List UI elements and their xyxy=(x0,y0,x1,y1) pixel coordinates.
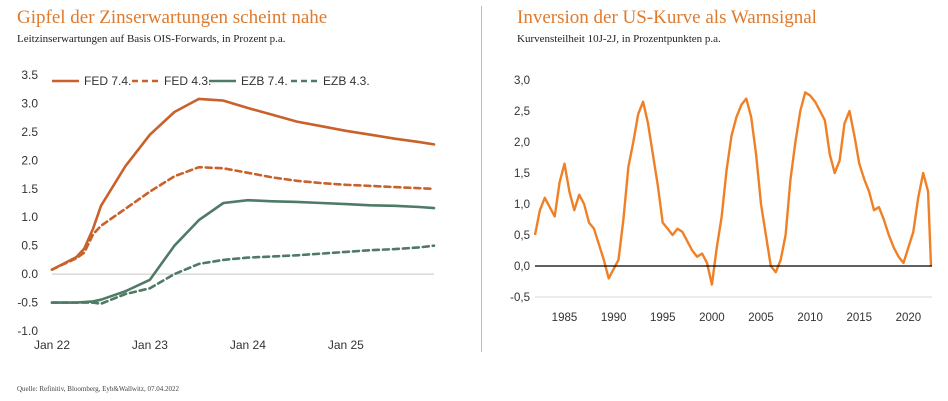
y-tick-label: 3.0 xyxy=(21,96,38,110)
x-tick-label: 2015 xyxy=(846,312,872,324)
series-line xyxy=(50,165,436,271)
y-tick-label: 0.5 xyxy=(21,239,38,253)
x-tick-label: 1990 xyxy=(601,312,627,324)
y-tick-label: -0,5 xyxy=(510,292,530,304)
y-tick-label: 3.5 xyxy=(21,68,38,82)
y-tick-label: 3,0 xyxy=(514,75,530,87)
legend-label: FED 7.4. xyxy=(84,74,131,88)
source-note: Quelle: Refinitiv, Bloomberg, Eyb&Wallwi… xyxy=(17,385,179,393)
x-tick-label: 2000 xyxy=(699,312,725,324)
series-line xyxy=(533,91,933,286)
right-chart-subtitle: Kurvensteilheit 10J-2J, in Prozentpunkte… xyxy=(517,33,721,45)
x-tick-label: 2020 xyxy=(896,312,922,324)
x-tick-label: 1985 xyxy=(552,312,578,324)
x-tick-label: 2010 xyxy=(797,312,823,324)
legend-label: FED 4.3. xyxy=(164,74,211,88)
left-chart-subtitle: Leitzinserwartungen auf Basis OIS-Forwar… xyxy=(17,33,286,45)
right-chart-title: Inversion der US-Kurve als Warnsignal xyxy=(517,7,817,28)
x-tick-label: Jan 23 xyxy=(132,338,168,352)
y-tick-label: 2.5 xyxy=(21,125,38,139)
x-tick-label: 1995 xyxy=(650,312,676,324)
x-tick-label: Jan 25 xyxy=(328,338,364,352)
x-tick-label: Jan 22 xyxy=(34,338,70,352)
panel-divider xyxy=(481,6,482,352)
y-tick-label: 0.0 xyxy=(21,267,38,281)
y-tick-label: 1.0 xyxy=(21,210,38,224)
y-tick-label: 2,5 xyxy=(514,106,530,118)
y-tick-label: 1,0 xyxy=(514,199,530,211)
y-tick-label: 2.0 xyxy=(21,153,38,167)
y-tick-label: 0,5 xyxy=(514,230,530,242)
y-tick-label: -0.5 xyxy=(17,296,38,310)
left-chart-title: Gipfel der Zinserwartungen scheint nahe xyxy=(17,7,328,28)
y-tick-label: 0,0 xyxy=(514,261,530,273)
y-tick-label: 2,0 xyxy=(514,137,530,149)
y-tick-label: 1,5 xyxy=(514,168,530,180)
legend-label: EZB 4.3. xyxy=(323,74,370,88)
y-tick-label: 1.5 xyxy=(21,182,38,196)
series-line xyxy=(50,244,436,306)
x-tick-label: Jan 24 xyxy=(230,338,266,352)
legend-label: EZB 7.4. xyxy=(241,74,288,88)
series-line xyxy=(50,97,436,271)
y-tick-label: -1.0 xyxy=(17,324,38,338)
x-tick-label: 2005 xyxy=(748,312,774,324)
